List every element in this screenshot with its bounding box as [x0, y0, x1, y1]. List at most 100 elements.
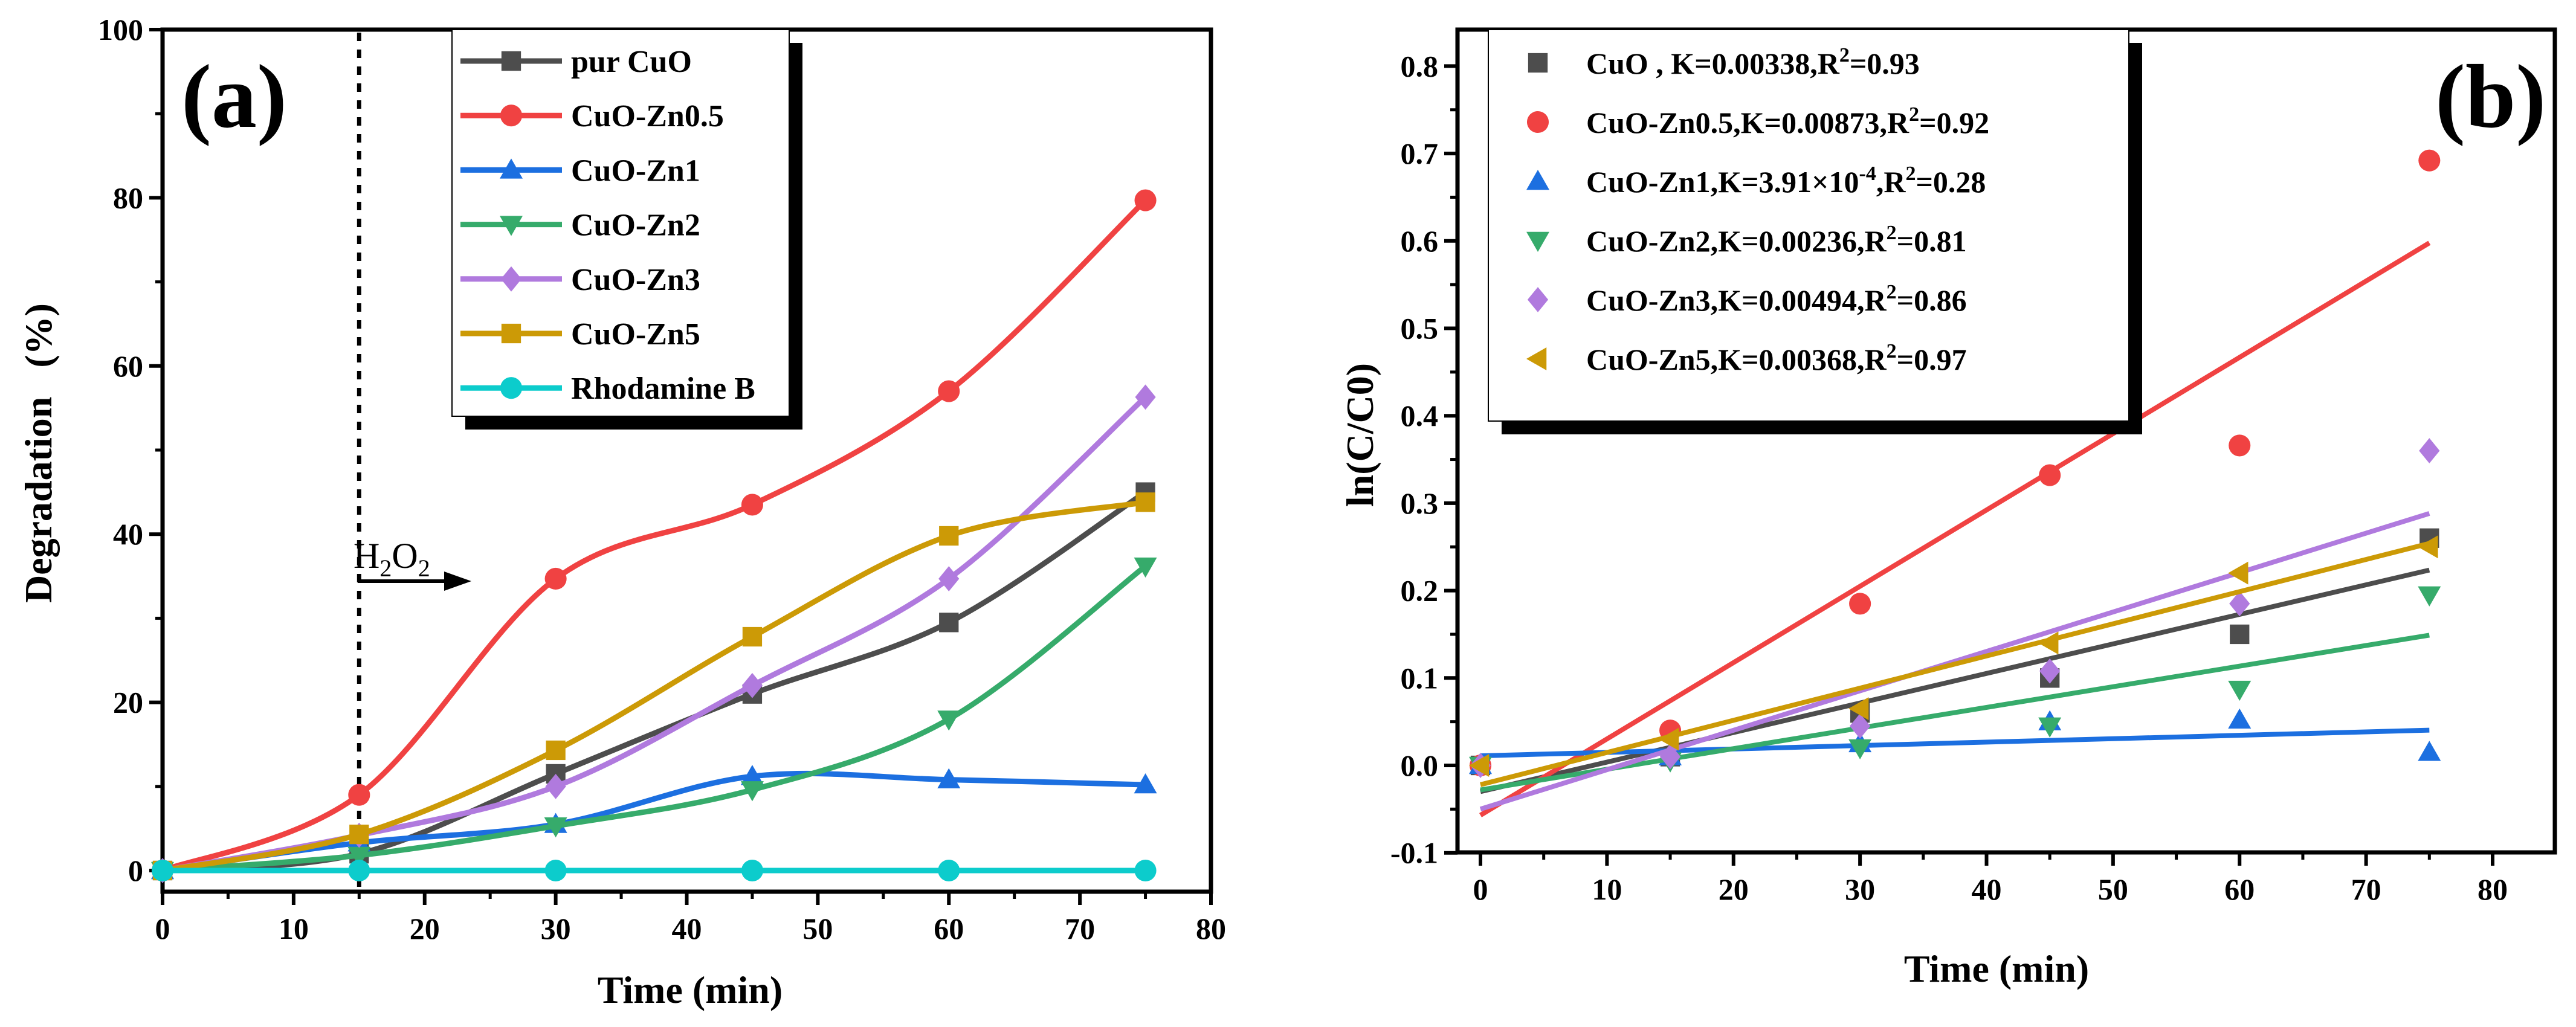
series-line: [161, 198, 1148, 874]
legend-marker: [500, 216, 523, 236]
legend-label: CuO-Zn1,K=3.91×10-4,R2=0.28: [1586, 163, 1986, 199]
x-tick-label: 0: [155, 912, 170, 945]
data-point: [349, 824, 369, 845]
legend-label-part: CuO-Zn2,K=0.00236,R: [1586, 224, 1887, 258]
legend-marker: [1526, 111, 1549, 134]
legend-marker: [1526, 231, 1549, 252]
data-point: [740, 765, 764, 785]
y-tick-label: 0.0: [1401, 749, 1439, 782]
legend-label: CuO-Zn2: [571, 208, 700, 243]
legend-item: CuO-Zn1,K=3.91×10-4,R2=0.28: [1526, 163, 1986, 199]
panel-label-a: (a): [181, 47, 287, 147]
legend: pur CuO CuO-Zn0.5 CuO-Zn1 CuO-Zn2 CuO-Zn3 CuO…: [451, 29, 802, 430]
legend-label-part: -4: [1859, 163, 1876, 185]
legend-item: CuO-Zn2: [460, 208, 700, 243]
x-tick-label: 30: [541, 912, 571, 945]
legend-label-part: =0.28: [1916, 165, 1986, 199]
data-point: [2038, 717, 2062, 738]
y-tick-label: 0: [128, 854, 143, 887]
data-point: [347, 846, 371, 867]
legend-label-part: CuO-Zn5,K=0.00368,R: [1586, 343, 1887, 376]
y-tick-label: 0.3: [1401, 486, 1439, 520]
legend-label: CuO-Zn5,K=0.00368,R2=0.97: [1586, 340, 1967, 376]
data-point: [546, 740, 566, 761]
data-point: [1659, 727, 1679, 751]
y-tick-label: 0.7: [1401, 137, 1439, 170]
series-line: [162, 564, 1148, 874]
legend: CuO , K=0.00338,R2=0.93CuO-Zn0.5,K=0.008…: [1488, 29, 2142, 434]
data-point: [544, 859, 567, 882]
data-point: [741, 859, 763, 882]
data-point: [937, 710, 961, 731]
legend-label: pur CuO: [571, 45, 692, 79]
legend-label-part: =0.92: [1919, 106, 1989, 140]
legend-item: CuO-Zn2,K=0.00236,R2=0.81: [1526, 222, 1967, 258]
legend-label-part: =0.93: [1850, 47, 1920, 80]
series-rhodamine-b: [151, 859, 1157, 882]
legend-marker: [1526, 347, 1547, 370]
legend-label: Rhodamine B: [571, 372, 755, 406]
y-tick-label: 0.4: [1401, 399, 1439, 433]
legend-label-part: CuO-Zn1,K=3.91×10: [1586, 165, 1859, 199]
x-tick-label: 30: [1845, 872, 1875, 906]
legend-label: CuO , K=0.00338,R2=0.93: [1586, 44, 1920, 80]
data-point: [741, 672, 763, 698]
data-point: [2418, 149, 2441, 172]
legend-label: CuO-Zn3: [571, 263, 700, 297]
x-tick-label: 70: [1065, 912, 1095, 945]
series-line: [162, 499, 1146, 874]
x-axis-title: Time (min): [598, 968, 783, 1011]
x-tick-label: 60: [2224, 872, 2255, 906]
legend-label-part: 2: [1887, 281, 1897, 303]
data-point: [939, 526, 959, 546]
x-tick-label: 40: [672, 912, 702, 945]
legend-marker: [501, 323, 521, 344]
legend-label-part: 2: [1887, 340, 1897, 362]
series-line: [162, 770, 1146, 874]
panel-label-b: (b): [2435, 47, 2546, 147]
data-point: [2418, 535, 2438, 559]
data-point: [2228, 708, 2252, 729]
legend-label: CuO-Zn0.5,K=0.00873,R2=0.92: [1586, 103, 1989, 140]
legend-label-part: 2: [1839, 44, 1850, 66]
data-point: [1849, 593, 1871, 615]
data-point: [348, 784, 370, 806]
data-point: [2418, 586, 2441, 607]
data-point: [2229, 591, 2250, 617]
data-point: [544, 567, 567, 590]
legend-item: CuO-Zn0.5: [460, 99, 724, 134]
x-tick-label: 20: [1719, 872, 1749, 906]
data-point: [544, 817, 567, 838]
legend-label-part: 2: [1887, 222, 1897, 244]
x-tick-label: 80: [2478, 872, 2508, 906]
series-cuo-zn2: [151, 557, 1157, 882]
fit-line: [1480, 727, 2430, 759]
annotation-part: 2: [379, 555, 392, 582]
y-tick-label: 0.1: [1401, 661, 1439, 695]
x-tick-label: 80: [1196, 912, 1226, 945]
legend-marker: [1526, 170, 1549, 190]
y-tick-label: 60: [113, 349, 143, 383]
y-tick-label: -0.1: [1390, 836, 1438, 870]
data-point: [1659, 744, 1681, 770]
data-point: [939, 613, 959, 633]
fit-line: [1479, 240, 2431, 817]
data-point: [348, 859, 370, 882]
data-point: [742, 626, 763, 647]
y-axis-title: ln(C/C0): [1338, 363, 1381, 507]
y-tick-label: 0.8: [1401, 49, 1439, 83]
data-point: [1848, 739, 1872, 760]
legend-marker: [500, 158, 523, 179]
legend-item: CuO-Zn1: [460, 153, 700, 188]
legend-label-part: CuO , K=0.00338,R: [1586, 47, 1840, 80]
series-cuo-zn5: [1469, 535, 2438, 787]
annotation-part: 2: [418, 555, 430, 582]
legend-marker: [500, 377, 523, 399]
data-point: [2039, 658, 2061, 684]
data-point: [2039, 464, 2061, 486]
legend-label: CuO-Zn3,K=0.00494,R2=0.86: [1586, 281, 1967, 317]
data-point: [2229, 434, 2251, 457]
legend-item: pur CuO: [460, 45, 692, 79]
legend-label: CuO-Zn2,K=0.00236,R2=0.81: [1586, 222, 1967, 258]
